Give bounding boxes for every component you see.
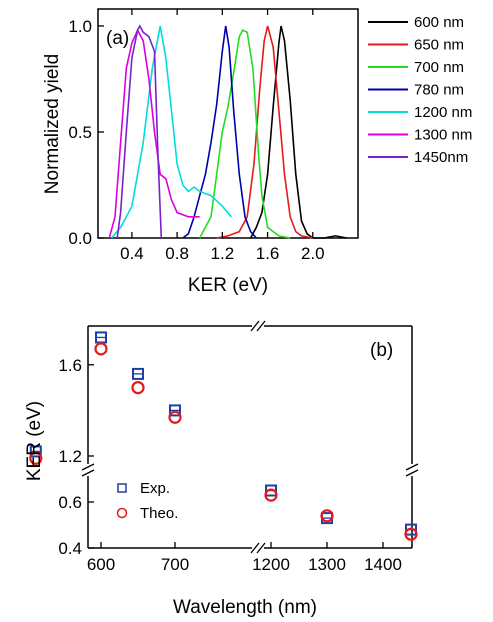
legend-marker-circle bbox=[116, 507, 128, 519]
series-line-650nm bbox=[216, 25, 313, 239]
x-tick-label: 700 bbox=[161, 555, 189, 574]
y-tick-label: 1.2 bbox=[58, 447, 82, 466]
panel-a-ylabel: Normalized yield bbox=[42, 54, 63, 194]
theo-point bbox=[94, 342, 108, 356]
panel-b-xlabel: Wavelength (nm) bbox=[173, 597, 317, 618]
y-tick-label: 1.6 bbox=[58, 356, 82, 375]
y-tick-label: 0.5 bbox=[68, 123, 92, 142]
x-tick-label: 0.4 bbox=[120, 244, 144, 263]
theo-point bbox=[29, 451, 43, 465]
panel-a-curves bbox=[108, 24, 347, 239]
axis-break-mark bbox=[405, 463, 419, 471]
panel-a-tag: (a) bbox=[106, 28, 129, 49]
legend-entry: 600 nm bbox=[414, 14, 464, 31]
panel-b-points bbox=[29, 331, 418, 541]
series-line-780nm bbox=[182, 25, 257, 239]
x-tick-label: 1.2 bbox=[211, 244, 235, 263]
theo-point bbox=[131, 381, 145, 395]
series-line-700nm bbox=[198, 29, 291, 239]
theo-point bbox=[320, 509, 334, 523]
x-tick-label: 1.6 bbox=[256, 244, 280, 263]
x-tick-label: 1300 bbox=[308, 555, 346, 574]
y-tick-label: 0.4 bbox=[58, 539, 82, 558]
panel-b-frame bbox=[81, 320, 419, 554]
y-tick-label: 1.0 bbox=[68, 17, 92, 36]
theo-point bbox=[168, 410, 182, 424]
legend-entry: 1450nm bbox=[414, 149, 468, 166]
series-line-1450nm bbox=[116, 24, 163, 239]
panel-b: 600 700 1200 1300 1400 0.4 0.6 1.2 1.6 (b) Wavel… bbox=[24, 320, 419, 618]
panel-a-frame bbox=[97, 8, 359, 239]
axis-break-mark bbox=[256, 542, 266, 554]
panel-a-legend: 600 nm 650 nm 700 nm 780 nm 1200 nm 1300 nm 14… bbox=[368, 14, 472, 166]
panel-b-ylabel: KER (eV) bbox=[24, 401, 45, 481]
axis-break-mark bbox=[250, 320, 260, 332]
legend-entry: 1300 nm bbox=[414, 127, 472, 144]
x-tick-label: 600 bbox=[87, 555, 115, 574]
y-tick-label: 0.0 bbox=[68, 229, 92, 248]
legend-entry: 780 nm bbox=[414, 82, 464, 99]
axis-break-mark bbox=[256, 320, 266, 332]
legend-entry: 700 nm bbox=[414, 59, 464, 76]
x-tick-label: 2.0 bbox=[301, 244, 325, 263]
theo-point bbox=[264, 488, 278, 502]
panel-a-xlabel: KER (eV) bbox=[188, 275, 268, 296]
y-tick-label: 0.6 bbox=[58, 493, 82, 512]
axis-break-mark bbox=[81, 463, 95, 471]
panel-a: 0.4 0.8 1.2 1.6 2.0 0.0 0.5 1.0 (a) KER (eV) No… bbox=[42, 8, 472, 296]
series-line-600nm bbox=[249, 25, 347, 239]
axis-break-mark bbox=[250, 542, 260, 554]
panel-b-legend: Exp. Theo. bbox=[116, 480, 178, 522]
legend-entry: Theo. bbox=[140, 505, 178, 522]
legend-entry: Exp. bbox=[140, 480, 170, 497]
panel-a-ticks: 0.4 0.8 1.2 1.6 2.0 0.0 0.5 1.0 bbox=[68, 9, 325, 263]
theo-point bbox=[404, 527, 418, 541]
legend-entry: 650 nm bbox=[414, 37, 464, 54]
axis-break-mark bbox=[81, 469, 95, 477]
panel-b-tag: (b) bbox=[370, 340, 393, 361]
series-line-1200nm bbox=[110, 25, 233, 239]
series-line-1300nm bbox=[108, 28, 200, 239]
axis-break-mark bbox=[405, 469, 419, 477]
x-tick-label: 0.8 bbox=[165, 244, 189, 263]
panel-b-ticks: 600 700 1200 1300 1400 0.4 0.6 1.2 1.6 bbox=[58, 356, 402, 574]
x-tick-label: 1400 bbox=[364, 555, 402, 574]
legend-marker-square bbox=[117, 483, 127, 493]
legend-entry: 1200 nm bbox=[414, 104, 472, 121]
x-tick-label: 1200 bbox=[252, 555, 290, 574]
